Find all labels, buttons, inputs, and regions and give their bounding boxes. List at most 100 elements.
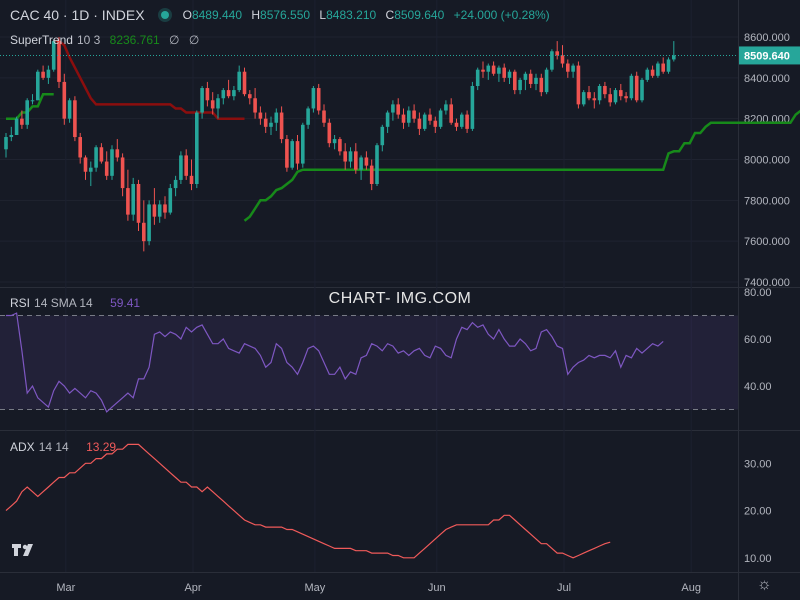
candle-body — [46, 69, 51, 78]
candle-body — [491, 65, 496, 74]
candle-body — [163, 204, 167, 213]
candle-body — [576, 65, 581, 105]
candle-body — [449, 104, 453, 123]
time-axis-label: Apr — [184, 582, 201, 594]
candle-body — [210, 100, 215, 109]
candle-body — [226, 90, 231, 97]
candle-body — [661, 63, 665, 72]
candle-body — [306, 108, 310, 125]
last-price-label: 8509.640 — [744, 50, 790, 62]
candle-body — [407, 110, 411, 123]
candle-body — [534, 77, 538, 84]
candle-body — [216, 98, 220, 109]
candle-body — [9, 135, 14, 138]
candle-body — [624, 96, 628, 99]
candle-body — [401, 114, 406, 123]
close-label: C — [385, 8, 395, 22]
time-axis-label: Jul — [557, 582, 571, 594]
supertrend-name: SuperTrend — [10, 33, 73, 47]
candle-body — [120, 157, 125, 189]
candle-body — [279, 112, 284, 140]
candle-body — [417, 118, 422, 129]
candle-body — [608, 94, 612, 103]
candle-body — [285, 139, 289, 168]
candle-body — [332, 139, 337, 144]
candle-body — [566, 63, 570, 72]
price-tick-label: 8000.000 — [744, 155, 790, 167]
candle-body — [560, 55, 565, 64]
tradingview-logo-icon[interactable] — [10, 540, 38, 560]
null-icon: ∅ — [169, 33, 180, 47]
candle-body — [30, 100, 35, 102]
price-tick-label: 8400.000 — [744, 73, 790, 85]
candle-body — [51, 41, 56, 70]
gear-icon[interactable]: ☼ — [757, 576, 772, 593]
candle-body — [375, 145, 379, 184]
candle-body — [539, 77, 544, 93]
supertrend-value: 8236.761 — [109, 33, 160, 47]
price-tick-label: 7800.000 — [744, 195, 790, 207]
candle-body — [364, 157, 369, 166]
time-axis-label: May — [305, 582, 326, 594]
adx-params: 14 14 — [38, 440, 69, 454]
candle-body — [412, 110, 416, 119]
rsi-tick-label: 40.00 — [744, 381, 772, 393]
candle-body — [253, 98, 257, 113]
candle-body — [142, 222, 146, 242]
candle-body — [571, 65, 575, 72]
candle-body — [57, 41, 61, 82]
rsi-line — [6, 312, 664, 413]
candle-body — [104, 161, 109, 176]
time-axis-label: Mar — [56, 582, 75, 594]
candle-body — [274, 112, 279, 123]
time-axis-label: Aug — [681, 582, 701, 594]
candle-body — [369, 165, 374, 184]
rsi-legend[interactable]: RSI 14 SMA 14 59.41 — [10, 296, 140, 310]
candle-body — [67, 100, 72, 119]
candle-body — [656, 63, 660, 76]
candle-body — [179, 155, 183, 180]
candle-body — [115, 149, 120, 158]
candle-body — [136, 184, 141, 223]
candle-body — [184, 155, 188, 176]
symbol-title[interactable]: CAC 40 · 1D · INDEX — [10, 7, 145, 23]
candle-body — [269, 122, 273, 127]
adx-legend[interactable]: ADX 14 14 13.29 — [10, 440, 116, 454]
rsi-value: 59.41 — [110, 296, 141, 310]
candle-body — [497, 67, 501, 74]
candle-body — [242, 71, 247, 95]
candle-body — [99, 147, 104, 162]
candle-body — [581, 92, 586, 105]
open-value: 8489.440 — [191, 8, 242, 22]
price-tick-label: 8600.000 — [744, 32, 790, 44]
watermark: CHART- IMG.COM — [328, 290, 472, 307]
candle-body — [62, 81, 67, 119]
close-value: 8509.640 — [394, 8, 445, 22]
candle-body — [290, 141, 294, 168]
candle-body — [486, 65, 491, 72]
chart-header: CAC 40 · 1D · INDEX O8489.440 H8576.550 … — [10, 7, 550, 23]
candle-body — [78, 137, 82, 158]
candle-body — [428, 114, 432, 121]
candle-body — [338, 139, 342, 152]
adx-name: ADX — [10, 440, 35, 454]
last-price-tag — [739, 46, 800, 65]
rsi-name: RSI — [10, 296, 31, 310]
price-tick-label: 7600.000 — [744, 236, 790, 248]
candle-body — [550, 51, 554, 70]
candle-body — [316, 88, 321, 111]
candle-body — [396, 104, 400, 115]
candle-body — [152, 204, 157, 217]
rsi-tick-label: 60.00 — [744, 334, 772, 346]
supertrend-legend[interactable]: SuperTrend 10 3 8236.761 ∅ ∅ — [10, 33, 199, 47]
candle-body — [422, 114, 427, 129]
candle-body — [189, 175, 194, 184]
candle-body — [523, 73, 528, 80]
candle-body — [301, 124, 305, 164]
candle-body — [205, 88, 210, 101]
candle-body — [629, 75, 634, 99]
candle-body — [83, 157, 88, 172]
candle-body — [157, 204, 162, 217]
